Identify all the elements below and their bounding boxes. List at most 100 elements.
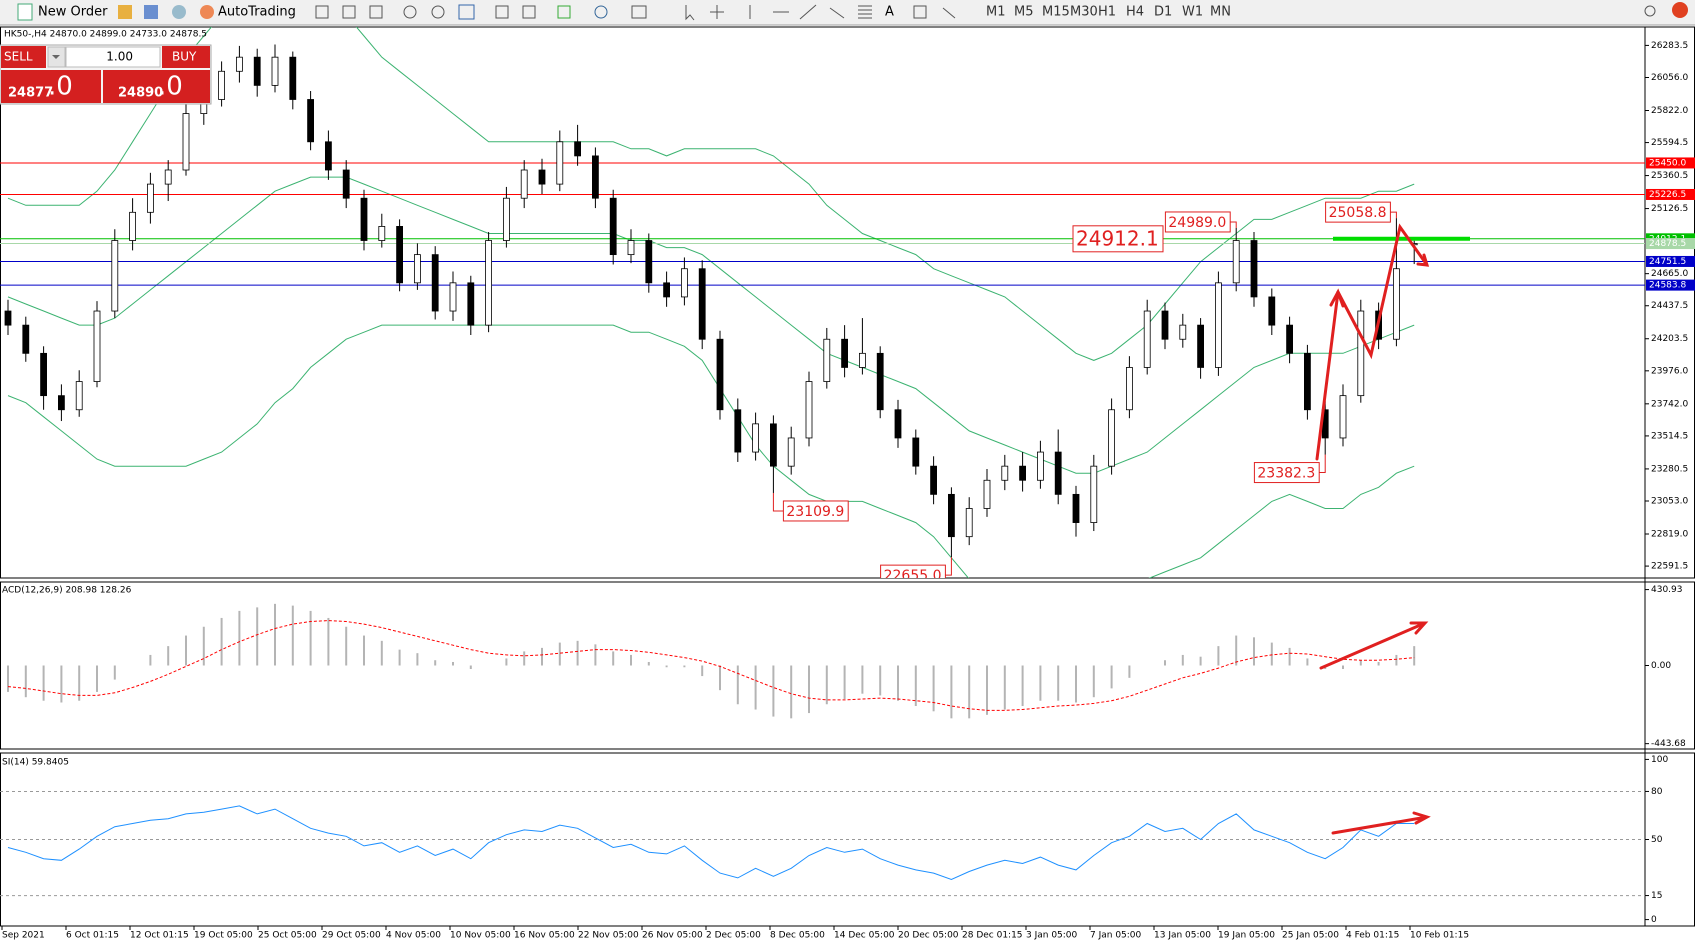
price-tag — [1646, 279, 1695, 291]
candle-body — [271, 56, 279, 86]
x-tick-label: 26 Nov 05:00 — [642, 931, 703, 941]
y-tick-label: 0 — [1651, 915, 1657, 925]
tool-icon[interactable] — [829, 7, 845, 19]
candle-body — [1108, 409, 1115, 467]
tool-icon[interactable] — [631, 5, 647, 19]
timeframe-button[interactable]: D1 — [1154, 5, 1172, 20]
candle-body — [876, 352, 884, 411]
zoom-in[interactable] — [403, 5, 417, 19]
y-tick-label: 100 — [1651, 755, 1668, 765]
candle-body — [1286, 324, 1293, 354]
candle-body — [663, 282, 670, 298]
timeframe-button[interactable]: M30 — [1070, 5, 1098, 20]
candle-body — [698, 268, 706, 340]
y-tick-label: 22591.5 — [1651, 562, 1688, 572]
candle-body — [467, 282, 475, 326]
annotation-connector — [945, 557, 952, 576]
tool-icon[interactable] — [172, 5, 186, 19]
new-order-button[interactable]: New Order — [38, 5, 108, 20]
tool-icon[interactable] — [144, 5, 158, 19]
candle-body — [164, 169, 172, 185]
candle-body — [538, 169, 546, 185]
candle-body — [592, 155, 599, 199]
candle-body — [1126, 367, 1133, 411]
autotrading-button[interactable]: AutoTrading — [218, 5, 296, 20]
timeframe-button[interactable]: M15 — [1042, 5, 1070, 20]
candle-body — [1054, 451, 1062, 495]
buy-price-fraction[interactable]: .0 — [158, 72, 183, 102]
annotation-box — [1072, 225, 1164, 253]
tool-icon[interactable] — [315, 5, 329, 19]
tool-icon[interactable] — [942, 7, 956, 19]
buy-price[interactable]: 24890 — [118, 86, 163, 101]
x-tick-label: 25 Jan 05:00 — [1282, 931, 1339, 941]
fibo-tool[interactable] — [858, 5, 872, 19]
tool-icon[interactable] — [369, 5, 383, 19]
tool-icon[interactable] — [557, 5, 571, 19]
lot-input[interactable] — [65, 46, 161, 68]
rsi-line — [7, 805, 1415, 881]
candle-body — [289, 56, 297, 100]
rsi-title: SI(14) 59.8405 — [2, 758, 69, 768]
sell-price-fraction[interactable]: .0 — [48, 72, 73, 102]
annotation-connector — [1319, 454, 1326, 474]
buy-label[interactable]: BUY — [172, 50, 197, 64]
buy-price-box[interactable] — [103, 70, 210, 103]
annotation-box — [1164, 211, 1231, 233]
annotation-label: 22655.0 — [884, 568, 942, 584]
cursor-tool[interactable] — [685, 5, 695, 21]
new-order-icon[interactable] — [17, 3, 33, 21]
sell-price[interactable]: 24877 — [8, 86, 53, 101]
candle-body — [609, 197, 617, 256]
zoom-out[interactable] — [431, 5, 445, 19]
y-tick-label: 25594.5 — [1651, 138, 1688, 148]
candle-body — [1339, 395, 1347, 439]
timeframe-button[interactable]: H4 — [1126, 5, 1144, 20]
tool-icon[interactable] — [594, 5, 608, 19]
arrow — [1315, 288, 1345, 461]
tool-icon[interactable] — [458, 4, 475, 20]
tool-icon[interactable] — [342, 5, 356, 19]
tool-icon[interactable] — [522, 5, 536, 19]
sell-button[interactable] — [1, 46, 46, 68]
text-tool[interactable]: A — [885, 5, 894, 20]
timeframe-button[interactable]: W1 — [1182, 5, 1203, 20]
candle-body — [1001, 465, 1009, 481]
candle-body — [787, 437, 795, 467]
lot-value[interactable]: 1.00 — [106, 50, 133, 64]
x-tick-label: 7 Jan 05:00 — [1090, 931, 1142, 941]
macd-panel-border — [0, 581, 1695, 750]
timeframe-button[interactable]: M5 — [1014, 5, 1034, 20]
annotation-label: 23382.3 — [1257, 466, 1315, 482]
candle-body — [1268, 296, 1276, 326]
y-tick-label: 430.93 — [1651, 585, 1683, 595]
timeframe-button[interactable]: MN — [1210, 5, 1231, 20]
candle-body — [681, 268, 688, 298]
x-tick-label: 20 Dec 05:00 — [898, 931, 959, 941]
candle-body — [948, 493, 955, 538]
y-tick-label: 24437.5 — [1651, 301, 1688, 311]
timeframe-button[interactable]: M1 — [986, 5, 1006, 20]
y-tick-label: 80 — [1651, 787, 1663, 797]
candle-body — [146, 183, 154, 213]
y-tick-label: 22819.0 — [1651, 529, 1688, 539]
buy-button[interactable] — [162, 46, 210, 68]
candle-body — [22, 324, 30, 354]
autotrading-icon[interactable] — [200, 5, 214, 19]
tool-icon[interactable] — [495, 5, 509, 19]
trendline-tool[interactable] — [799, 4, 817, 20]
crosshair-tool[interactable] — [710, 5, 724, 19]
candle-body — [502, 197, 510, 241]
candle-body — [734, 409, 742, 453]
tool-icon[interactable] — [118, 5, 132, 19]
price-tag-label: 25226.5 — [1649, 190, 1686, 200]
candle-body — [324, 141, 332, 171]
search-icon[interactable] — [1644, 5, 1656, 17]
sell-label[interactable]: SELL — [4, 50, 33, 64]
label-tool[interactable] — [913, 5, 927, 19]
sell-price-box[interactable] — [1, 70, 101, 103]
x-tick-label: 10 Feb 01:15 — [1410, 931, 1469, 941]
notification-badge[interactable] — [1672, 2, 1688, 18]
timeframe-button[interactable]: H1 — [1098, 5, 1116, 20]
